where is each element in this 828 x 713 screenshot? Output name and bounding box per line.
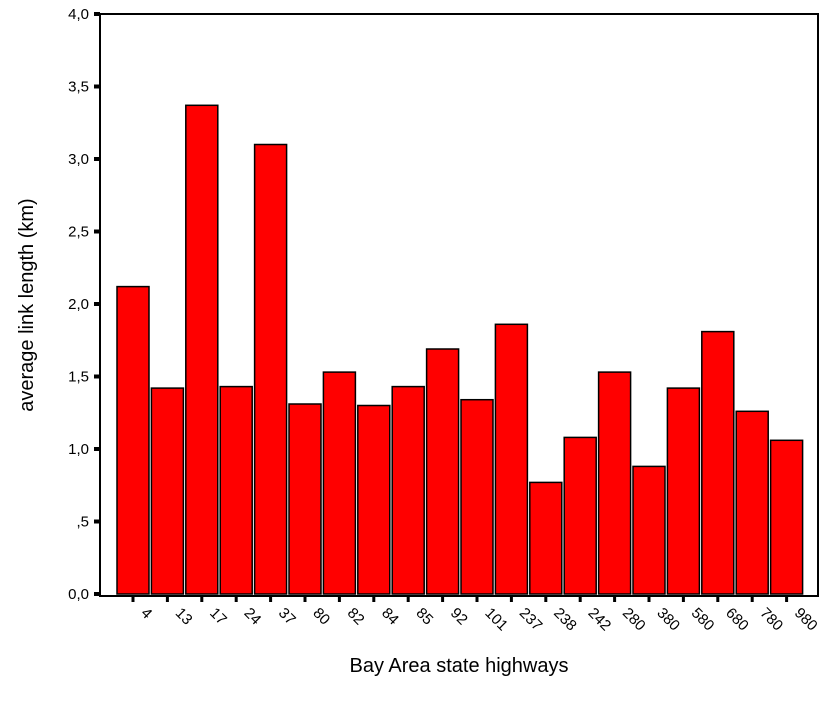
bar-37 xyxy=(253,143,288,595)
bar-92 xyxy=(425,348,460,595)
bar-580 xyxy=(666,387,701,595)
x-tick-mark xyxy=(303,596,307,602)
y-tick-label: 2,0 xyxy=(68,296,89,313)
y-tick-label: 2,5 xyxy=(68,224,89,241)
bar-238 xyxy=(529,481,563,595)
x-tick-mark xyxy=(165,596,169,602)
y-tick-label: 3,0 xyxy=(68,151,89,168)
bars-group xyxy=(116,104,804,595)
x-tick-mark xyxy=(441,596,445,602)
y-tick-mark xyxy=(94,592,100,596)
bar-17 xyxy=(185,104,219,595)
x-tick-mark xyxy=(716,596,720,602)
bar-780 xyxy=(735,410,769,595)
y-tick-label: 3,5 xyxy=(68,79,89,96)
y-tick-label: 1,0 xyxy=(68,441,89,458)
y-tick-mark xyxy=(94,519,100,524)
bar-101 xyxy=(460,398,494,595)
x-tick-mark xyxy=(337,596,341,602)
x-tick-mark xyxy=(372,596,376,602)
bar-242 xyxy=(563,436,597,595)
x-tick-mark xyxy=(750,596,754,602)
x-tick-mark xyxy=(200,596,204,602)
y-tick-label: ,5 xyxy=(76,514,89,531)
bar-280 xyxy=(597,371,632,595)
y-tick-mark xyxy=(94,302,100,306)
bar-85 xyxy=(391,385,425,595)
y-tick-label: 0,0 xyxy=(68,586,89,603)
bar-680 xyxy=(701,330,735,595)
bar-980 xyxy=(769,439,804,595)
x-tick-mark xyxy=(613,596,617,602)
bar-84 xyxy=(357,404,391,595)
x-tick-mark xyxy=(681,596,685,602)
x-tick-mark xyxy=(475,596,479,602)
bar-80 xyxy=(288,403,322,595)
bar-13 xyxy=(150,387,185,595)
y-axis-title: average link length (km) xyxy=(16,198,38,411)
bar-82 xyxy=(322,371,357,595)
x-tick-mark xyxy=(785,596,789,602)
y-tick-mark xyxy=(94,229,100,234)
bar-237 xyxy=(494,323,529,595)
y-tick-mark xyxy=(94,12,100,16)
x-axis-title: Bay Area state highways xyxy=(349,655,568,677)
y-tick-mark xyxy=(94,374,100,379)
y-axis: 0,0 ,5 1,0 1,5 2,0 2,5 3,0 3,5 4,0 xyxy=(68,6,100,603)
x-tick-mark xyxy=(131,596,135,602)
bar-380 xyxy=(632,465,666,595)
x-tick-mark xyxy=(269,596,273,602)
y-tick-label: 4,0 xyxy=(68,6,89,23)
y-tick-mark xyxy=(94,157,100,161)
y-tick-mark xyxy=(94,447,100,451)
y-tick-mark xyxy=(94,84,100,89)
x-tick-mark xyxy=(509,596,513,602)
x-tick-mark xyxy=(647,596,651,602)
x-tick-mark xyxy=(234,596,238,602)
y-tick-label: 1,5 xyxy=(68,369,89,386)
x-tick-mark xyxy=(544,596,548,602)
x-tick-mark xyxy=(578,596,582,602)
bar-4 xyxy=(116,285,150,595)
x-tick-mark xyxy=(406,596,410,602)
bar-24 xyxy=(219,385,253,595)
